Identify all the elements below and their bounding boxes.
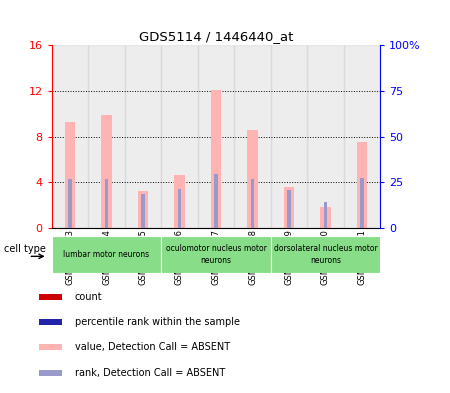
Bar xyxy=(271,236,380,273)
Bar xyxy=(40,294,62,299)
Text: rank, Detection Call = ABSENT: rank, Detection Call = ABSENT xyxy=(75,367,225,378)
Bar xyxy=(138,191,148,228)
Bar xyxy=(125,45,161,228)
Bar xyxy=(175,175,184,228)
Bar xyxy=(40,344,62,350)
Text: dorsolateral nucleus motor
neurons: dorsolateral nucleus motor neurons xyxy=(274,244,378,264)
Bar xyxy=(357,142,367,228)
Bar xyxy=(251,179,254,228)
Bar xyxy=(65,122,75,228)
Bar xyxy=(360,178,364,228)
Bar xyxy=(161,45,198,228)
Bar xyxy=(141,194,145,228)
Bar xyxy=(287,190,291,228)
Bar xyxy=(40,319,62,325)
Bar xyxy=(344,45,380,228)
Bar xyxy=(178,189,181,228)
Bar xyxy=(307,45,344,228)
Bar xyxy=(214,174,218,228)
Bar xyxy=(52,236,161,273)
Bar xyxy=(40,369,62,376)
Bar xyxy=(198,45,234,228)
Bar xyxy=(234,45,271,228)
Bar xyxy=(271,45,307,228)
Text: oculomotor nucleus motor
neurons: oculomotor nucleus motor neurons xyxy=(166,244,266,264)
Bar xyxy=(161,236,271,273)
Bar xyxy=(320,208,331,228)
Bar xyxy=(88,45,125,228)
Bar xyxy=(105,179,108,228)
Bar xyxy=(324,202,327,228)
Text: percentile rank within the sample: percentile rank within the sample xyxy=(75,317,239,327)
Bar xyxy=(68,179,72,228)
Bar xyxy=(52,45,88,228)
Title: GDS5114 / 1446440_at: GDS5114 / 1446440_at xyxy=(139,29,293,42)
Text: cell type: cell type xyxy=(4,244,46,254)
Bar xyxy=(284,187,294,228)
Text: lumbar motor neurons: lumbar motor neurons xyxy=(63,250,149,259)
Text: count: count xyxy=(75,292,102,302)
Bar xyxy=(101,115,112,228)
Bar xyxy=(248,130,257,228)
Text: value, Detection Call = ABSENT: value, Detection Call = ABSENT xyxy=(75,342,230,352)
Bar xyxy=(211,90,221,228)
